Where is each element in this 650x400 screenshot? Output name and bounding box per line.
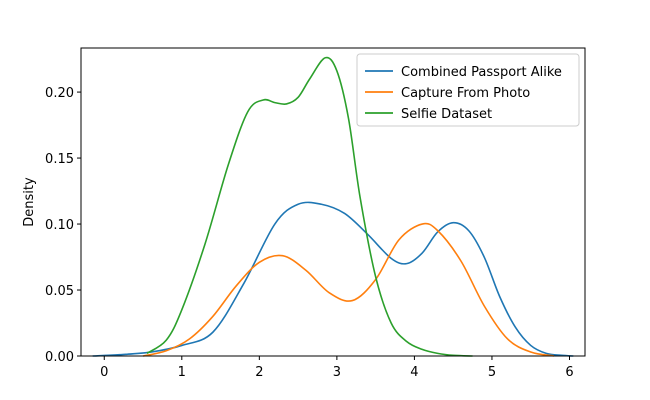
series-line-3	[146, 56, 473, 357]
axes-frame	[80, 47, 586, 357]
x-tick-label: 4	[410, 365, 418, 380]
x-tick-label: 2	[255, 365, 263, 380]
x-tick-label: 1	[178, 365, 186, 380]
series-layer	[92, 56, 574, 357]
series-line-1	[92, 201, 574, 357]
legend-box	[356, 53, 580, 127]
y-tick-label: 0.15	[45, 152, 74, 167]
y-tick-label: 0.00	[45, 350, 74, 365]
y-tick-label: 0.20	[45, 86, 74, 101]
series-line-2	[142, 222, 555, 357]
y-tick-label: 0.05	[45, 284, 74, 299]
x-tick-label: 6	[565, 365, 573, 380]
x-tick-label: 3	[333, 365, 341, 380]
y-axis-label: Density	[22, 177, 37, 227]
legend: Combined Passport Alike Capture From Phot…	[356, 53, 580, 127]
x-axis: 0 1 2 3 4 5 6	[100, 356, 574, 380]
y-axis: 0.00 0.05 0.10 0.15 0.20	[45, 86, 81, 365]
x-tick-label: 0	[100, 365, 108, 380]
legend-label-3: Selfie Dataset	[401, 107, 492, 122]
legend-label-2: Capture From Photo	[401, 86, 530, 101]
y-tick-label: 0.10	[45, 218, 74, 233]
x-tick-label: 5	[488, 365, 496, 380]
legend-label-1: Combined Passport Alike	[401, 65, 562, 80]
